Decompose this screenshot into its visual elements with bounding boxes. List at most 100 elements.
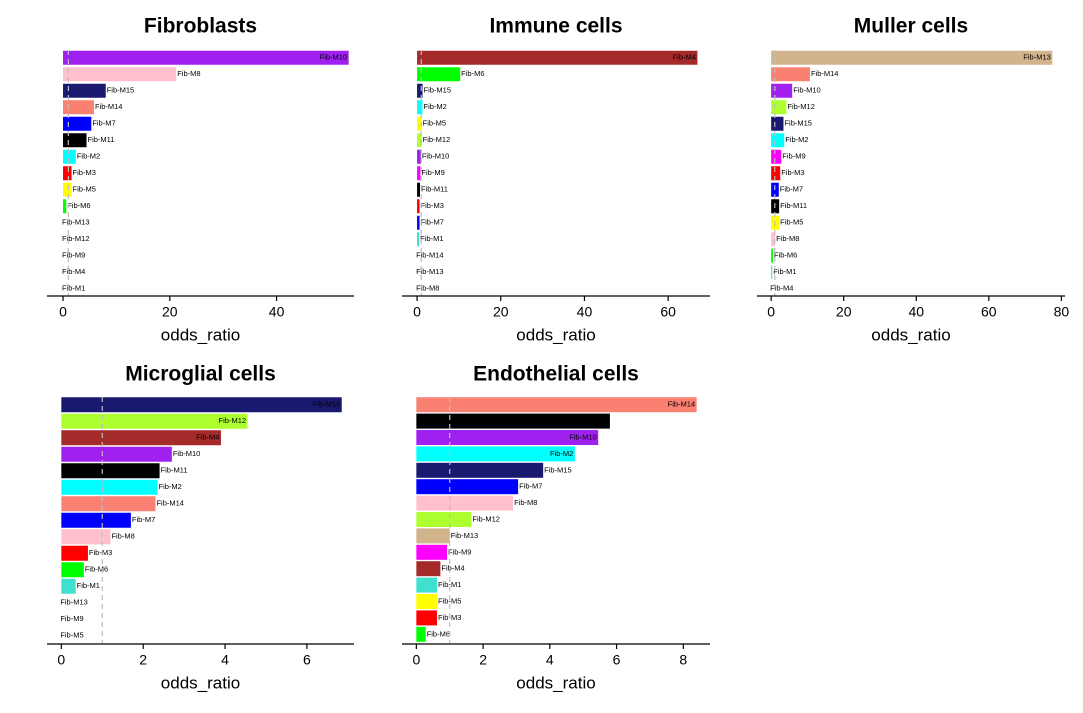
bar-Fib-M9 <box>417 166 421 181</box>
bar-label: Fib-M13 <box>451 531 479 540</box>
bar-label: Fib-M2 <box>785 135 808 144</box>
bar-label: Fib-M8 <box>177 69 200 78</box>
chart-panel-4: Microglial cellsFib-M15Fib-M12Fib-M4Fib-… <box>47 363 354 692</box>
bar-Fib-M2 <box>417 100 423 115</box>
x-tick-label: 0 <box>59 304 67 320</box>
bar-label: Fib-M14 <box>156 499 184 508</box>
bar-Fib-M8 <box>61 529 111 545</box>
bar-label: Fib-M12 <box>219 416 247 425</box>
bar-Fib-M15 <box>61 397 342 413</box>
bar-label: Fib-M1 <box>62 284 85 293</box>
bar-label: Fib-M1 <box>77 581 100 590</box>
bar-label: Fib-M10 <box>422 152 450 161</box>
bar-label: Fib-M13 <box>62 218 90 227</box>
bar-label: Fib-M11 <box>581 416 608 425</box>
bar-label: Fib-M13 <box>60 598 88 607</box>
bar-label: Fib-M11 <box>88 135 115 144</box>
bar-label: Fib-M3 <box>781 168 804 177</box>
bar-label: Fib-M12 <box>472 514 500 523</box>
bar-label: Fib-M3 <box>89 548 112 557</box>
bar-label: Fib-M5 <box>438 596 461 605</box>
bar-label: Fib-M9 <box>782 152 805 161</box>
bar-label: Fib-M2 <box>77 152 100 161</box>
x-tick-label: 20 <box>493 304 509 320</box>
bar-Fib-M2 <box>416 446 575 462</box>
bar-Fib-M6 <box>417 67 461 82</box>
bar-Fib-M14 <box>416 397 697 413</box>
bar-label: Fib-M1 <box>420 234 443 243</box>
bar-Fib-M7 <box>61 512 131 528</box>
bar-label: Fib-M5 <box>73 185 96 194</box>
bar-Fib-M3 <box>417 199 420 214</box>
bar-label: Fib-M9 <box>448 547 471 556</box>
panel-title: Immune cells <box>489 15 622 38</box>
bar-label: Fib-M14 <box>811 69 839 78</box>
bar-label: Fib-M9 <box>60 614 83 623</box>
x-tick-label: 2 <box>139 652 147 668</box>
bar-label: Fib-M11 <box>780 201 807 210</box>
bar-label: Fib-M10 <box>569 432 597 441</box>
bar-Fib-M2 <box>63 149 76 164</box>
bar-label: Fib-M8 <box>776 234 799 243</box>
x-tick-label: 40 <box>269 304 285 320</box>
bar-label: Fib-M12 <box>62 234 90 243</box>
x-axis-title: odds_ratio <box>871 325 950 344</box>
x-axis-title: odds_ratio <box>161 325 240 344</box>
x-tick-label: 0 <box>413 304 421 320</box>
x-tick-label: 80 <box>1054 304 1070 320</box>
panel-title: Fibroblasts <box>144 15 257 38</box>
bar-label: Fib-M7 <box>519 482 542 491</box>
bar-Fib-M1 <box>61 578 76 594</box>
bar-Fib-M15 <box>771 116 784 131</box>
bar-label: Fib-M7 <box>92 119 115 128</box>
bar-Fib-M3 <box>63 166 72 181</box>
bar-Fib-M7 <box>417 215 420 230</box>
x-tick-label: 0 <box>412 652 420 668</box>
chart-panel-2: Immune cells Fib-M4 Fib-M6 Fib-M15 Fib-M2 Fib… <box>402 15 710 344</box>
x-tick-label: 2 <box>479 652 487 668</box>
bar-label: Fib-M8 <box>514 498 537 507</box>
bar-Fib-M6 <box>61 562 84 578</box>
x-axis-title: odds_ratio <box>516 325 595 344</box>
bar-label: Fib-M8 <box>111 532 134 541</box>
bar-label: Fib-M10 <box>320 53 348 62</box>
x-axis-title: odds_ratio <box>516 673 595 692</box>
bar-Fib-M8 <box>416 495 514 511</box>
bar-Fib-M3 <box>771 166 781 181</box>
bar-Fib-M7 <box>416 479 519 495</box>
bar-label: Fib-M1 <box>773 267 796 276</box>
bar-label: Fib-M9 <box>62 251 85 260</box>
bar-Fib-M14 <box>63 100 94 115</box>
bar-Fib-M7 <box>63 116 92 131</box>
x-tick-label: 20 <box>836 304 852 320</box>
bar-Fib-M10 <box>771 83 793 98</box>
bar-Fib-M2 <box>61 479 158 495</box>
bar-label: Fib-M4 <box>770 284 793 293</box>
x-tick-label: 40 <box>908 304 924 320</box>
bar-label: Fib-M5 <box>780 218 803 227</box>
bar-Fib-M11 <box>61 463 160 479</box>
bar-Fib-M10 <box>63 50 349 65</box>
bar-Fib-M8 <box>771 232 776 247</box>
bar-label: Fib-M3 <box>73 168 96 177</box>
x-tick-label: 40 <box>577 304 593 320</box>
x-tick-label: 60 <box>981 304 997 320</box>
bar-label: Fib-M14 <box>668 400 696 409</box>
bar-label: Fib-M4 <box>673 53 696 62</box>
bar-Fib-M11 <box>416 413 610 429</box>
bar-label: Fib-M7 <box>780 185 803 194</box>
x-tick-label: 0 <box>767 304 775 320</box>
bar-Fib-M10 <box>61 446 172 462</box>
bar-Fib-M11 <box>417 182 420 197</box>
bar-label: Fib-M5 <box>60 631 83 640</box>
bar-label: Fib-M14 <box>95 102 123 111</box>
bar-label: Fib-M13 <box>1023 53 1051 62</box>
bar-Fib-M1 <box>771 265 773 280</box>
bar-Fib-M10 <box>417 149 421 164</box>
x-tick-label: 0 <box>57 652 65 668</box>
bar-label: Fib-M6 <box>461 69 484 78</box>
bar-label: Fib-M11 <box>161 466 188 475</box>
x-axis-title: odds_ratio <box>161 673 240 692</box>
bar-Fib-M1 <box>416 577 438 593</box>
